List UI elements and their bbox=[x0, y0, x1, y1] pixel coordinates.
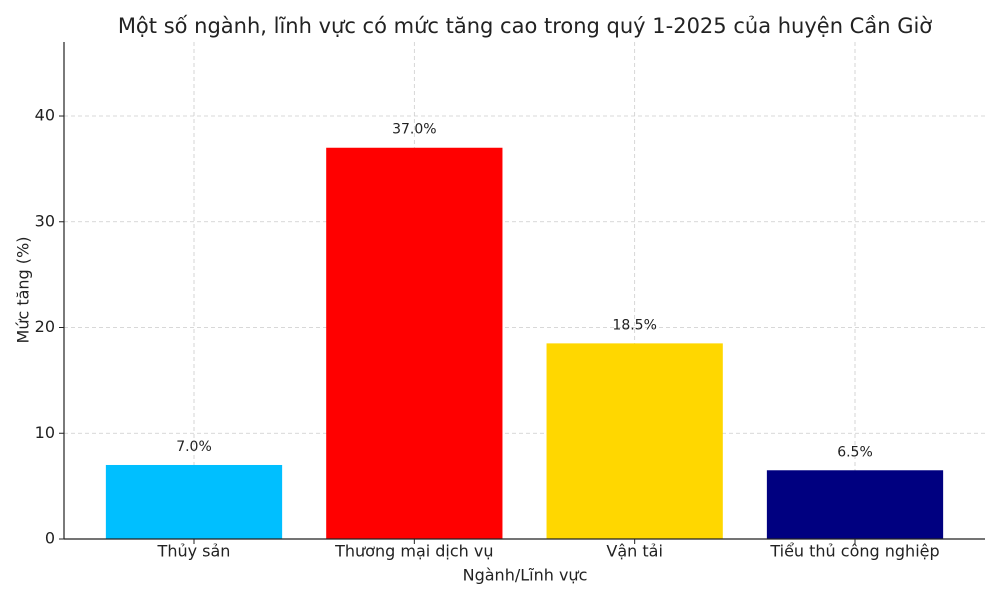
x-tick-label: Vận tải bbox=[606, 542, 663, 561]
chart-title: Một số ngành, lĩnh vực có mức tăng cao t… bbox=[118, 14, 932, 38]
x-tick-label: Tiểu thủ công nghiệp bbox=[769, 542, 939, 561]
y-tick-label: 40 bbox=[35, 106, 55, 125]
bar bbox=[326, 147, 503, 539]
y-axis-label: Mức tăng (%) bbox=[14, 237, 33, 344]
y-tick-label: 0 bbox=[45, 529, 55, 548]
bar bbox=[546, 343, 723, 539]
value-label: 18.5% bbox=[612, 317, 656, 333]
x-tick-label: Thủy sản bbox=[157, 542, 231, 561]
x-tick-label: Thương mại dịch vụ bbox=[334, 542, 493, 561]
value-label: 37.0% bbox=[392, 122, 436, 138]
value-label: 7.0% bbox=[176, 439, 212, 455]
bar bbox=[766, 470, 944, 539]
y-tick-label: 30 bbox=[35, 211, 55, 230]
x-axis-label: Ngành/Lĩnh vực bbox=[463, 566, 588, 585]
value-label: 6.5% bbox=[837, 444, 873, 460]
bar bbox=[105, 464, 283, 539]
y-tick-label: 20 bbox=[35, 317, 55, 336]
y-tick-label: 10 bbox=[35, 423, 55, 442]
